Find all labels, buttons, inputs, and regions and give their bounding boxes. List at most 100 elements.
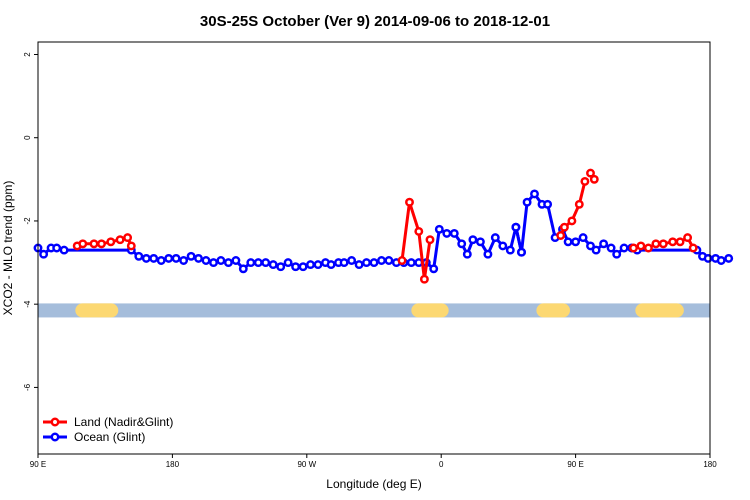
ocean-point: [339, 258, 349, 268]
legend-item-ocean: Ocean (Glint): [43, 430, 145, 444]
legend-marker-land: [50, 417, 60, 427]
x-tick-label: 90 W: [297, 460, 316, 469]
ocean-point: [571, 237, 581, 247]
legend-marker-ocean: [50, 432, 60, 442]
ocean-point: [39, 249, 49, 259]
ocean-point: [406, 258, 416, 268]
ocean-point: [306, 260, 315, 270]
x-tick-label: 90 E: [567, 460, 583, 469]
legend: Land (Nadir&Glint)Ocean (Glint): [43, 415, 173, 444]
ocean-point: [384, 256, 394, 265]
land-point: [123, 233, 133, 243]
ocean-point: [505, 245, 515, 255]
ocean-point: [238, 264, 248, 274]
ocean-point: [276, 262, 286, 272]
land-band-segment-1: [75, 303, 119, 318]
land-point: [658, 239, 668, 249]
x-axis: 90 E 180 90 W 0 90 E 180: [30, 454, 717, 469]
ocean-point: [498, 241, 508, 251]
ocean-point: [59, 245, 69, 255]
ocean-point: [522, 197, 532, 207]
land-band-segment-4: [635, 303, 684, 318]
land-point: [115, 235, 125, 245]
land-point: [629, 243, 638, 253]
land-point: [589, 174, 599, 184]
ocean-point: [442, 228, 452, 238]
ocean-point: [134, 251, 144, 261]
ocean-point: [354, 260, 364, 270]
chart-title: 30S-25S October (Ver 9) 2014-09-06 to 20…: [200, 13, 550, 30]
ocean-point: [283, 258, 293, 268]
ocean-series: [33, 189, 734, 274]
land-point: [683, 233, 693, 243]
ocean-point: [313, 260, 323, 270]
y-axis: 2 0 -2 -4 -6: [23, 52, 38, 391]
ocean-point: [179, 256, 189, 265]
ocean-point: [457, 239, 467, 249]
y-tick-label: -6: [23, 383, 32, 391]
land-point: [78, 239, 88, 249]
land-point: [419, 274, 429, 284]
ocean-point: [141, 253, 151, 263]
plot-frame: [37, 41, 711, 455]
ocean-point: [606, 243, 616, 253]
ocean-point: [347, 256, 357, 265]
land-point: [668, 237, 678, 247]
y-tick-label: -4: [23, 300, 32, 308]
ocean-point: [216, 256, 226, 265]
ocean-point: [578, 233, 588, 243]
land-point: [574, 199, 584, 209]
y-tick-label: 2: [23, 52, 32, 57]
land-point: [126, 241, 136, 251]
land-point: [559, 222, 569, 232]
ocean-point: [429, 264, 439, 274]
land-point: [688, 243, 698, 253]
land-point: [556, 231, 566, 240]
y-tick-label: 0: [23, 135, 32, 140]
land-point: [651, 239, 661, 249]
land-point: [567, 216, 577, 226]
ocean-point: [362, 258, 371, 268]
land-point: [414, 226, 424, 236]
land-point: [397, 256, 407, 265]
ocean-point: [194, 253, 203, 263]
land-point: [643, 243, 653, 253]
ocean-point: [475, 237, 485, 247]
land-series: [72, 168, 698, 284]
ocean-point: [156, 256, 166, 265]
land-point: [580, 176, 590, 186]
ocean-point: [377, 256, 386, 265]
land-band-segment-2: [411, 303, 449, 318]
land-point: [405, 197, 414, 207]
ocean-point: [517, 247, 526, 257]
ocean-point: [591, 245, 601, 255]
ocean-point: [434, 224, 444, 234]
ocean-point: [223, 258, 233, 268]
land-point: [675, 237, 685, 247]
y-axis-label: XCO2 - MLO trend (ppm): [1, 181, 15, 316]
ocean-point: [209, 258, 218, 268]
x-tick-label: 90 E: [30, 460, 46, 469]
ocean-point: [261, 258, 271, 268]
land-point: [586, 168, 595, 178]
x-axis-label: Longitude (deg E): [326, 477, 421, 491]
ocean-point: [619, 243, 629, 253]
x-tick-label: 180: [166, 460, 180, 469]
ocean-point: [490, 233, 500, 243]
land-point: [89, 239, 99, 249]
ocean-point: [186, 251, 196, 261]
ocean-point: [716, 256, 726, 265]
ocean-point: [612, 249, 622, 259]
x-tick-label: 180: [703, 460, 717, 469]
land-ocean-band: [38, 303, 710, 318]
land-point: [106, 237, 116, 247]
ocean-point: [149, 253, 159, 263]
ocean-point: [253, 258, 263, 268]
ocean-point: [530, 189, 539, 199]
ocean-point: [164, 253, 174, 263]
ocean-point: [543, 199, 553, 209]
y-tick-label: -2: [23, 217, 32, 225]
ocean-band: [38, 303, 710, 318]
land-point: [97, 239, 106, 249]
